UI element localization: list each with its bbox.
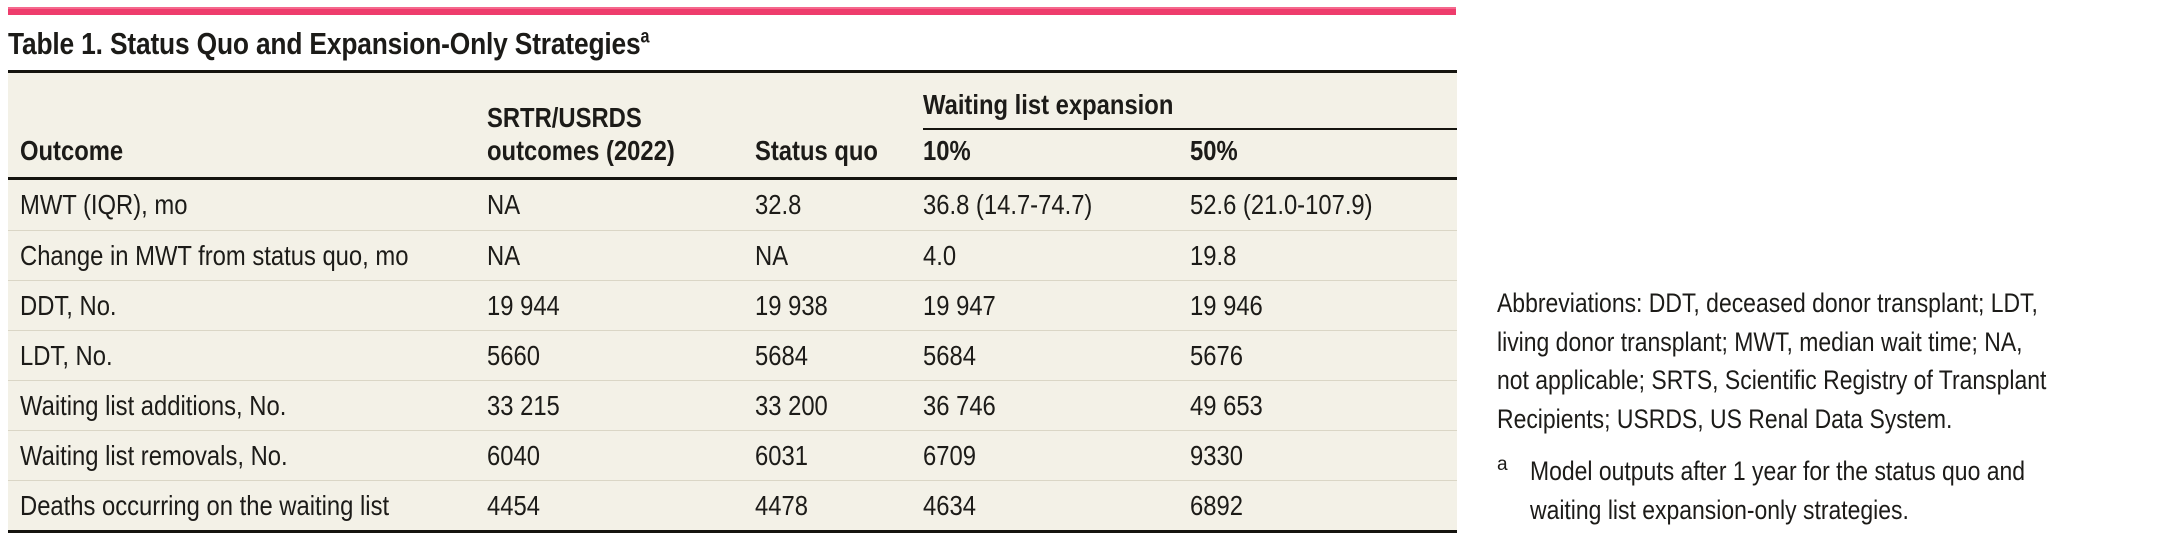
cell-10pct: 36.8 (14.7-74.7) (923, 189, 1093, 220)
column-header-10-percent: 10% (923, 135, 971, 166)
table-row-waiting-list-additions: Waiting list additions, No. 33 215 33 20… (8, 380, 1457, 430)
column-header-status-quo: Status quo (755, 135, 878, 166)
column-header-srtr-line2: outcomes (2022) (487, 135, 675, 166)
abbreviations-line: not applicable; SRTS, Scientific Registr… (1497, 365, 2047, 395)
cell-10pct: 4.0 (923, 239, 957, 271)
cell-10pct: 19 947 (923, 289, 996, 321)
cell-status-quo: 6031 (755, 439, 808, 471)
abbreviations-note: Abbreviations: DDT, deceased donor trans… (1497, 284, 2152, 438)
cell-10pct: 5684 (923, 339, 976, 371)
cell-50pct: 5676 (1190, 339, 1243, 371)
cell-10pct: 36 746 (923, 389, 996, 421)
column-spanner-waiting-list-expansion: Waiting list expansion (923, 89, 1457, 130)
cell-srtr: NA (487, 189, 521, 220)
table-row-change-in-mwt: Change in MWT from status quo, mo NA NA … (8, 230, 1457, 280)
cell-srtr: 33 215 (487, 389, 560, 421)
cell-status-quo: 5684 (755, 339, 808, 371)
cell-outcome: MWT (IQR), mo (20, 189, 188, 220)
abbreviations-line: living donor transplant; MWT, median wai… (1497, 326, 2023, 357)
accent-bar (8, 7, 1456, 15)
cell-outcome: Change in MWT from status quo, mo (20, 239, 409, 271)
cell-status-quo: 33 200 (755, 389, 828, 421)
column-header-srtr-usrds: SRTR/USRDS outcomes (2022) (487, 101, 755, 177)
cell-srtr: 5660 (487, 339, 540, 371)
cell-srtr: 6040 (487, 439, 540, 471)
cell-10pct: 6709 (923, 439, 976, 471)
cell-outcome: Waiting list removals, No. (20, 439, 288, 471)
cell-50pct: 9330 (1190, 439, 1243, 471)
column-header-50-percent: 50% (1190, 135, 1238, 166)
table-body: MWT (IQR), mo NA 32.8 36.8 (14.7-74.7) 5… (8, 180, 1457, 530)
table-row-ddt: DDT, No. 19 944 19 938 19 947 19 946 (8, 280, 1457, 330)
footnote-a-line: Model outputs after 1 year for the statu… (1530, 456, 2026, 486)
cell-10pct: 4634 (923, 489, 976, 521)
cell-50pct: 6892 (1190, 489, 1243, 521)
cell-srtr: 19 944 (487, 289, 560, 321)
cell-srtr: 4454 (487, 489, 540, 521)
cell-50pct: 49 653 (1190, 389, 1263, 421)
title-footnote-marker: a (640, 26, 650, 48)
cell-status-quo: 32.8 (755, 189, 802, 220)
table-row-deaths-on-waiting-list: Deaths occurring on the waiting list 445… (8, 480, 1457, 530)
table-title: Table 1. Status Quo and Expansion-Only S… (8, 26, 763, 62)
cell-outcome: LDT, No. (20, 339, 113, 371)
cell-50pct: 52.6 (21.0-107.9) (1190, 189, 1373, 220)
table-header-row: Outcome SRTR/USRDS outcomes (2022) Statu… (8, 73, 1457, 180)
cell-outcome: DDT, No. (20, 289, 117, 321)
footnote-a-line: waiting list expansion-only strategies. (1530, 494, 1909, 525)
cell-status-quo: 4478 (755, 489, 808, 521)
abbreviations-line: Recipients; USRDS, US Renal Data System. (1497, 403, 1953, 434)
table-title-text: Table 1. Status Quo and Expansion-Only S… (8, 26, 641, 61)
footnote-a-marker: a (1497, 454, 1508, 475)
footnotes: Abbreviations: DDT, deceased donor trans… (1497, 284, 2152, 529)
cell-status-quo: NA (755, 239, 789, 271)
table-row-mwt: MWT (IQR), mo NA 32.8 36.8 (14.7-74.7) 5… (8, 180, 1457, 230)
table-row-ldt: LDT, No. 5660 5684 5684 5676 (8, 330, 1457, 380)
cell-50pct: 19 946 (1190, 289, 1263, 321)
table-row-waiting-list-removals: Waiting list removals, No. 6040 6031 670… (8, 430, 1457, 480)
cell-status-quo: 19 938 (755, 289, 828, 321)
footnote-a: a Model outputs after 1 year for the sta… (1497, 452, 2152, 529)
cell-50pct: 19.8 (1190, 239, 1237, 271)
cell-srtr: NA (487, 239, 521, 271)
cell-outcome: Waiting list additions, No. (20, 389, 287, 421)
column-header-outcome: Outcome (20, 135, 124, 166)
data-table: Outcome SRTR/USRDS outcomes (2022) Statu… (8, 70, 1457, 533)
abbreviations-line: Abbreviations: DDT, deceased donor trans… (1497, 288, 2038, 318)
column-header-srtr-line1: SRTR/USRDS (487, 102, 642, 133)
cell-outcome: Deaths occurring on the waiting list (20, 489, 390, 521)
